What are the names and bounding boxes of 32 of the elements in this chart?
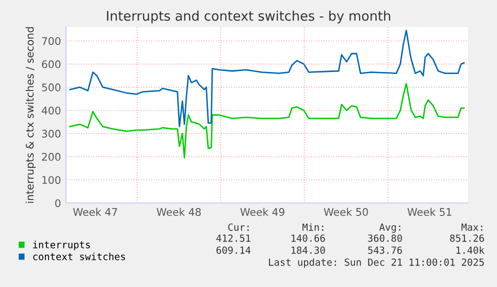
legend-label: context switches xyxy=(33,252,125,260)
text: 412.51 xyxy=(216,234,250,242)
y-axis-title: interrupts & ctx switches / second xyxy=(26,27,36,203)
text: Cur: xyxy=(228,223,249,231)
text: 851.26 xyxy=(450,234,484,242)
text: Last update: Sun Dec 21 11:00:01 2025 xyxy=(269,258,484,268)
line-series xyxy=(69,83,465,159)
line-series xyxy=(69,30,465,128)
text: 543.76 xyxy=(368,246,402,254)
y-tick-label: 100 xyxy=(42,176,60,184)
y-tick-label: 500 xyxy=(42,83,60,92)
x-tick-label: Week 47 xyxy=(73,208,118,216)
y-tick-label: 400 xyxy=(42,106,60,114)
x-tick-label: Week 50 xyxy=(324,208,368,216)
text: 609.14 xyxy=(216,246,251,254)
text: Max: xyxy=(462,224,482,231)
text: 184.30 xyxy=(292,246,325,254)
legend-label: interrupts xyxy=(33,240,90,250)
text: Avg: xyxy=(379,224,400,233)
y-tick-label: 700 xyxy=(42,37,60,45)
y-tick-label: 200 xyxy=(42,152,60,161)
text: Min: xyxy=(302,223,324,231)
y-tick-label: 0 xyxy=(55,199,60,208)
chart-title: Interrupts and context switches - by month xyxy=(107,10,390,24)
y-tick-label: 600 xyxy=(42,60,60,68)
text: 360.80 xyxy=(368,234,402,242)
x-tick-label: Week 48 xyxy=(156,208,201,216)
x-tick-label: Week 49 xyxy=(240,208,284,216)
text: 1.40k xyxy=(456,246,484,254)
y-tick-label: 300 xyxy=(42,130,60,138)
x-tick-label: Week 51 xyxy=(407,208,452,216)
text: 140.66 xyxy=(292,234,325,242)
